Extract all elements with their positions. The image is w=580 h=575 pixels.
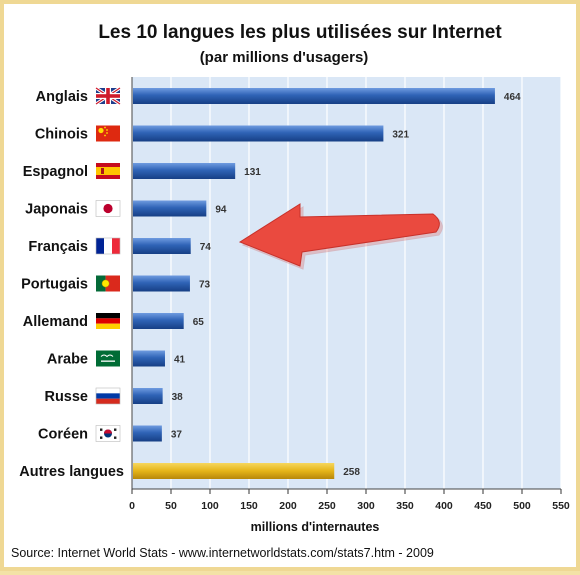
x-tick-label: 400 (435, 500, 453, 512)
x-tick-label: 300 (357, 500, 375, 512)
data-label: 321 (392, 130, 409, 141)
data-label: 74 (200, 242, 212, 253)
x-tick-label: 50 (165, 500, 177, 512)
category-label: Coréen (38, 427, 88, 443)
category-label: Autres langues (19, 464, 124, 480)
plot-area (132, 77, 561, 489)
data-label: 41 (174, 355, 186, 366)
annotation-arrow (238, 203, 443, 270)
data-label: 73 (199, 280, 211, 291)
data-label: 65 (193, 317, 205, 328)
bar-autres-langues (133, 463, 335, 479)
chart-title: Les 10 langues les plus utilisées sur In… (98, 22, 502, 43)
bar-chinois (133, 125, 384, 142)
data-label: 94 (215, 205, 227, 216)
category-label: Japonais (25, 202, 88, 218)
x-tick-label: 200 (279, 500, 297, 512)
germany-flag-icon (96, 313, 120, 329)
uk-flag-icon (95, 86, 121, 106)
category-label: Arabe (47, 352, 88, 368)
portugal-flag-icon (96, 275, 120, 292)
bar-arabe (133, 350, 165, 367)
russia-flag-icon (95, 387, 121, 405)
x-tick-label: 550 (552, 500, 570, 512)
data-label: 464 (504, 92, 521, 103)
x-tick-label: 150 (240, 500, 258, 512)
x-axis: 0 50 100 150 200 250 300 350 400 450 500 550 (129, 77, 570, 512)
china-flag-icon (96, 125, 120, 142)
bar-cor-en (133, 425, 162, 442)
x-tick-label: 100 (201, 500, 219, 512)
data-label: 37 (171, 430, 183, 441)
bar-allemand (133, 313, 184, 329)
category-label: Chinois (35, 127, 88, 143)
category-label: Français (28, 239, 88, 255)
x-tick-label: 500 (513, 500, 531, 512)
bar-fran-ais (133, 238, 191, 254)
saudi-arabia-flag-icon (96, 350, 120, 367)
bar-anglais (133, 88, 495, 104)
france-flag-icon (95, 237, 121, 255)
flags (95, 86, 121, 442)
bar-japonais (133, 200, 207, 217)
chart-canvas: Les 10 langues les plus utilisées sur In… (11, 22, 570, 560)
bar-russe (133, 388, 163, 404)
x-tick-label: 450 (474, 500, 492, 512)
spain-flag-icon (96, 163, 120, 179)
data-label: 131 (244, 167, 261, 178)
bar-portugais (133, 275, 190, 292)
x-axis-title: millions d'internautes (251, 520, 380, 534)
japan-flag-icon (95, 200, 121, 217)
bar-espagnol (133, 163, 236, 179)
x-tick-label: 350 (396, 500, 414, 512)
data-label: 38 (172, 392, 184, 403)
x-tick-label: 0 (129, 500, 135, 512)
source-note: Source: Internet World Stats - www.inter… (11, 546, 434, 560)
category-label: Espagnol (23, 164, 88, 180)
bars: 464 Anglais 321 Chinois 131 Espagnol 94 Japonai… (19, 88, 521, 480)
category-label: Russe (44, 389, 88, 405)
chart-subtitle: (par millions d'usagers) (200, 49, 369, 66)
south-korea-flag-icon (95, 425, 121, 442)
data-label: 258 (343, 467, 360, 478)
category-label: Anglais (36, 89, 88, 105)
x-tick-label: 250 (318, 500, 336, 512)
category-label: Portugais (21, 277, 88, 293)
category-label: Allemand (23, 314, 88, 330)
